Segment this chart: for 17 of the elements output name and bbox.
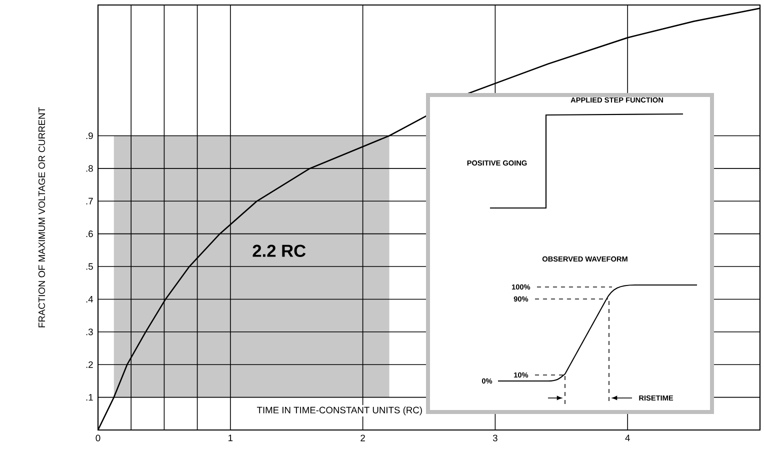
x-tick-label: 0	[96, 434, 100, 442]
band-label: 2.2 RC	[252, 244, 306, 257]
x-tick-label: 3	[492, 434, 498, 442]
y-tick-label: .9	[86, 132, 93, 140]
y-axis-title: FRACTION OF MAXIMUM VOLTAGE OR CURRENT	[38, 107, 46, 328]
x-tick-label: 4	[625, 434, 630, 442]
y-tick-label: .7	[86, 198, 93, 204]
y-tick-label: .5	[86, 263, 93, 270]
x-tick-label: 1	[228, 434, 233, 442]
y-tick-label: .4	[86, 296, 94, 302]
y-tick-label: .1	[86, 394, 93, 401]
y-tick-label: .2	[86, 361, 93, 368]
x-axis-title: TIME IN TIME-CONSTANT UNITS (RC)	[256, 406, 422, 416]
y-tick-label: .6	[86, 230, 93, 238]
x-tick-label: 2	[360, 434, 365, 442]
y-tick-label: .8	[86, 165, 93, 172]
y-tick-label: .3	[86, 328, 93, 336]
